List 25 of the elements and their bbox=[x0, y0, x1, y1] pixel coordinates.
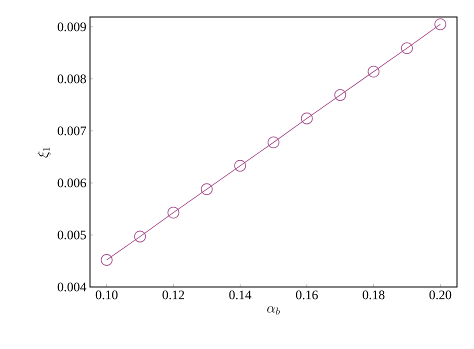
y-tick-label: 0.007 bbox=[58, 126, 86, 136]
point bbox=[234, 160, 246, 172]
x-tick-label: 0.16 bbox=[296, 290, 318, 300]
x-tick-label: 0.12 bbox=[162, 290, 184, 300]
y-axis-title: $\xi_1$ bbox=[38, 147, 50, 158]
x-tick-label: 0.10 bbox=[96, 290, 118, 300]
point bbox=[401, 42, 413, 54]
y-tick-label: 0.004 bbox=[58, 282, 86, 292]
point bbox=[168, 206, 180, 219]
y-tick-label: 0.008 bbox=[58, 74, 86, 84]
x-axis-title: $\alpha_b$ bbox=[267, 306, 280, 315]
x-tick-label: 0.18 bbox=[362, 290, 384, 300]
point bbox=[434, 18, 446, 30]
y-tick-label: 0.009 bbox=[58, 22, 86, 32]
point bbox=[268, 136, 280, 148]
point bbox=[100, 254, 113, 266]
point bbox=[300, 112, 313, 124]
point bbox=[134, 230, 146, 242]
y-tick-label: 0.006 bbox=[58, 178, 86, 188]
point bbox=[200, 183, 213, 196]
x-tick-label: 0.20 bbox=[429, 290, 452, 300]
point bbox=[334, 89, 346, 101]
x-tick-label: 0.14 bbox=[229, 290, 252, 300]
y-tick-label: 0.005 bbox=[58, 230, 86, 240]
point bbox=[368, 66, 380, 78]
